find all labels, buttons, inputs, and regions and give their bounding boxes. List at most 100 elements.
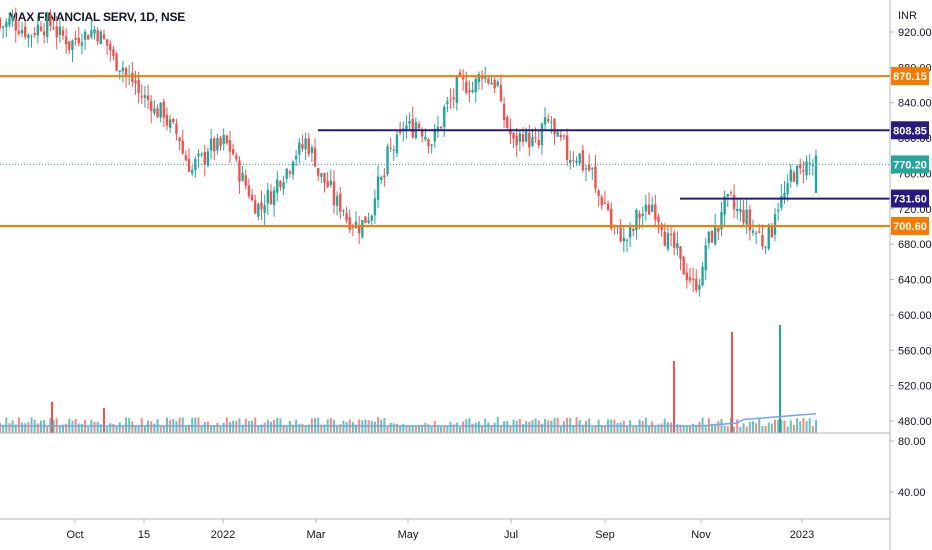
- candle-body: [52, 27, 55, 29]
- volume-bar: [298, 424, 301, 433]
- volume-bar: [641, 420, 644, 433]
- volume-bar: [46, 426, 49, 433]
- volume-spike: [779, 325, 781, 433]
- candle-body: [181, 140, 184, 154]
- candle-body: [569, 160, 572, 164]
- volume-bar: [304, 425, 307, 433]
- candle-body: [587, 164, 591, 171]
- candle-body: [717, 227, 720, 232]
- volume-bar: [619, 422, 622, 433]
- candle-body: [276, 179, 279, 193]
- candle-body: [71, 40, 74, 51]
- volume-bar: [783, 420, 786, 433]
- price-tag-label: 808.85: [893, 125, 927, 137]
- candle-body: [565, 135, 569, 160]
- candle-body: [373, 198, 377, 216]
- volume-bar: [225, 417, 228, 433]
- volume-spike: [731, 332, 733, 433]
- candle-body: [474, 78, 477, 93]
- candle-body: [808, 163, 811, 165]
- volume-bar: [345, 422, 348, 433]
- candle-body: [231, 149, 235, 155]
- candle-body: [200, 153, 203, 155]
- candle-body: [405, 125, 408, 130]
- candle-body: [789, 169, 792, 182]
- volume-bar: [446, 426, 449, 433]
- candle-body: [279, 181, 282, 187]
- candle-body: [109, 43, 112, 51]
- horizontal-levels: [0, 75, 890, 227]
- volume-bar: [247, 421, 250, 433]
- candle-body: [11, 16, 14, 21]
- volume-bar: [342, 420, 345, 433]
- candle-body: [102, 34, 106, 39]
- volume-bar: [660, 423, 663, 433]
- candle-body: [647, 204, 651, 215]
- volume-bar: [159, 426, 162, 433]
- volume-bar: [216, 422, 219, 433]
- time-tick-label: Mar: [307, 529, 326, 541]
- candle-body: [241, 172, 244, 181]
- candle-body: [392, 149, 396, 151]
- volume-bar: [670, 422, 673, 433]
- volume-bar: [395, 423, 398, 433]
- candle-body: [5, 21, 8, 28]
- candle-body: [767, 224, 770, 249]
- candle-body: [436, 126, 440, 132]
- candle-body: [225, 135, 229, 144]
- price-tick-label: 600.00: [898, 310, 932, 322]
- candle-body: [600, 196, 603, 206]
- volume-bar: [251, 420, 254, 433]
- volume-bar: [758, 418, 761, 433]
- candles: [0, 7, 818, 297]
- volume-bar: [748, 421, 751, 433]
- price-tag: 700.60: [891, 216, 929, 235]
- volume-bar: [399, 426, 402, 433]
- volume-bar: [458, 426, 461, 433]
- candle-body: [581, 150, 585, 171]
- volume-bar: [594, 425, 597, 433]
- volume-bar: [377, 417, 380, 433]
- candle-body: [64, 36, 68, 45]
- volume-bar: [805, 420, 808, 433]
- candle-body: [461, 77, 465, 80]
- candle-body: [524, 131, 528, 142]
- volume-bar: [8, 423, 11, 433]
- candle-body: [121, 67, 125, 72]
- candle-body: [74, 37, 77, 40]
- volume-bar: [17, 417, 20, 433]
- candle-body: [748, 209, 752, 231]
- candle-body: [342, 210, 345, 212]
- volume-bar: [657, 424, 660, 433]
- candle-body: [357, 225, 361, 234]
- candle-body: [701, 266, 704, 286]
- candle-body: [619, 227, 622, 242]
- volume-bar: [219, 426, 222, 433]
- candle-body: [786, 183, 789, 195]
- volume-bar: [575, 417, 578, 433]
- volume-bar: [260, 424, 263, 433]
- candle-body: [291, 161, 295, 175]
- candle-body: [502, 104, 506, 121]
- candle-body: [222, 134, 225, 145]
- candle-body: [14, 19, 17, 31]
- candle-body: [266, 189, 269, 204]
- volume-bar: [2, 424, 5, 433]
- price-tag-label: 770.20: [893, 159, 927, 171]
- volume-bar: [742, 423, 745, 433]
- candle-body: [288, 171, 292, 174]
- volume-bar: [733, 426, 736, 433]
- candle-body: [657, 216, 660, 223]
- volume-bar: [150, 421, 153, 433]
- candle-body: [30, 35, 33, 37]
- candle-body: [420, 130, 424, 137]
- volume-bar: [285, 425, 288, 433]
- currency-label: INR: [898, 10, 917, 22]
- volume-bar: [679, 424, 682, 433]
- volume-bar: [433, 420, 436, 433]
- volume-bar: [87, 425, 90, 433]
- volume-bar: [726, 426, 729, 433]
- candle-body: [137, 79, 140, 94]
- price-tag-label: 870.15: [893, 71, 927, 83]
